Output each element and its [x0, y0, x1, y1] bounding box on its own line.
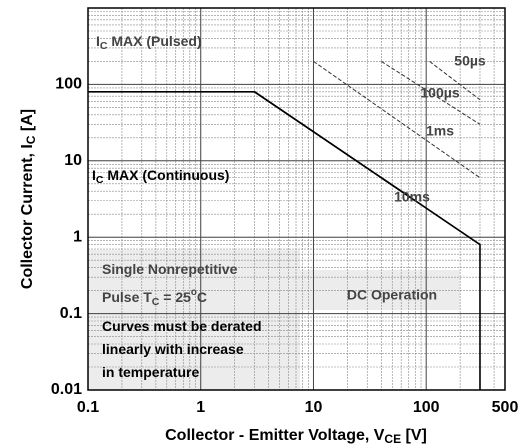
series-label: 10ms [394, 189, 430, 205]
labels: 0.1 1 10 100 5000.010.111010050µs100µs1ms10m… [19, 33, 518, 446]
y-axis-label-part: Collector Current, I [19, 144, 36, 289]
x-tick-label: 10 [305, 399, 323, 416]
y-tick-label: 0.1 [60, 305, 82, 322]
x-axis-label-part: CE [384, 432, 401, 446]
annotation: IC MAX (Continuous) [92, 167, 229, 186]
note-line-part: linearly with increase [102, 341, 244, 357]
series-line [381, 60, 481, 125]
y-tick-label: 0.01 [51, 381, 82, 398]
note-line-part: = 25 [159, 289, 191, 305]
lines [88, 60, 481, 390]
note-line-part: in temperature [102, 364, 199, 380]
x-tick-label: 100 [413, 399, 440, 416]
note-background [88, 250, 300, 390]
annotation-part: I [92, 167, 96, 183]
x-axis-label: Collector - Emitter Voltage, VCE [V] [165, 427, 427, 446]
plot-frame [87, 7, 506, 391]
series-label: 100µs [420, 85, 459, 101]
y-tick-label: 10 [64, 152, 82, 169]
label-background [300, 270, 460, 310]
note-line-part: Single Nonrepetitive [102, 261, 238, 277]
series-label: 1ms [426, 123, 454, 139]
annotation-part: C [96, 174, 104, 186]
x-tick-label: 0.1 [77, 399, 99, 416]
x-tick-label: 1 [196, 399, 205, 416]
series-line [88, 91, 481, 390]
x-axis-label-part: Collector - Emitter Voltage, V [165, 427, 385, 444]
series-label: 50µs [454, 53, 486, 69]
note-line: Curves must be derated [102, 318, 262, 334]
y-tick-label: 1 [73, 228, 82, 245]
note-line: linearly with increase [102, 341, 244, 357]
y-axis-label: Collector Current, IC [A] [19, 109, 38, 289]
annotation-part: MAX (Pulsed) [107, 33, 201, 49]
grid [87, 8, 506, 391]
y-tick-label: 100 [55, 76, 82, 93]
annotation: IC MAX (Pulsed) [96, 33, 202, 52]
x-tick-label: 500 [492, 399, 519, 416]
note-line-part: o [191, 287, 197, 298]
note-line-part: C [152, 296, 160, 308]
series-label: DC Operation [347, 287, 437, 303]
annotation-part: MAX (Continuous) [103, 167, 229, 183]
note-line: Single Nonrepetitive [102, 261, 238, 277]
annotation-part: I [96, 33, 100, 49]
note-line-part: Curves must be derated [102, 318, 262, 334]
y-axis-label-part: C [24, 135, 38, 144]
note-line: in temperature [102, 364, 199, 380]
note-line-part: C [197, 289, 207, 305]
note-line: Pulse TC = 25oC [102, 287, 207, 308]
note-line-part: Pulse T [102, 289, 152, 305]
series-line [313, 60, 481, 179]
y-axis-label-part: [A] [19, 109, 36, 136]
annotation-part: C [100, 40, 108, 52]
series-line [429, 61, 481, 101]
x-axis-label-part: [V] [401, 427, 427, 444]
